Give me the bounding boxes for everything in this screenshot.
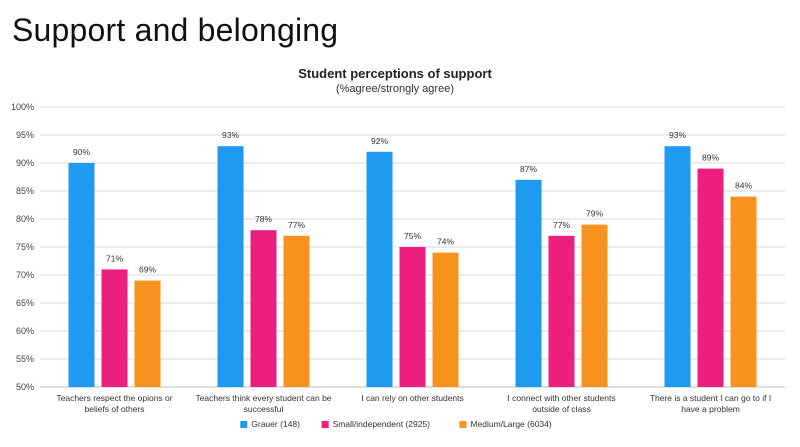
y-tick-label: 65%	[16, 298, 34, 308]
bar	[664, 146, 691, 387]
category-label: Teachers respect the opions or beliefs of…	[56, 393, 172, 414]
bar	[697, 168, 724, 387]
bar	[217, 146, 244, 387]
y-tick-label: 50%	[16, 382, 34, 392]
slide-title: Support and belonging	[12, 12, 339, 48]
legend-swatch	[459, 421, 467, 428]
bar	[101, 269, 128, 387]
y-axis-ticks: 50% 55% 60% 65% 70% 75% 80% 85% 90% 95% 100%	[11, 102, 34, 392]
bar	[581, 224, 608, 387]
bar	[366, 151, 393, 387]
category-label: I connect with other students outside of …	[507, 393, 615, 414]
bar	[730, 196, 757, 387]
bar	[399, 247, 426, 387]
y-tick-label: 55%	[16, 354, 34, 364]
data-label: 71%	[106, 253, 123, 263]
data-label: 79%	[586, 209, 603, 219]
data-label: 84%	[735, 181, 752, 191]
legend-swatch	[240, 421, 248, 428]
bars	[68, 146, 757, 387]
legend-label: Medium/Large (6034)	[470, 419, 551, 429]
y-tick-label: 60%	[16, 326, 34, 336]
bar	[515, 179, 542, 387]
data-label: 92%	[371, 136, 388, 146]
category-label: Teachers think every student can be succe…	[195, 393, 331, 414]
y-tick-label: 75%	[16, 242, 34, 252]
bar	[283, 235, 310, 387]
data-label: 89%	[702, 153, 719, 163]
chart-title: Student perceptions of support	[298, 66, 492, 81]
chart-subtitle: (%agree/strongly agree)	[336, 83, 454, 95]
data-label: 77%	[553, 220, 570, 230]
data-labels: 90% 71% 69% 93% 78% 77% 92% 75% 74% 87% 77% 79% 93% 8…	[73, 130, 752, 274]
data-label: 90%	[73, 147, 90, 157]
data-label: 77%	[288, 220, 305, 230]
y-tick-label: 90%	[16, 158, 34, 168]
category-label: I can rely on other students	[361, 393, 464, 403]
bar	[134, 280, 161, 387]
bar	[548, 235, 575, 387]
y-tick-label: 100%	[11, 102, 34, 112]
data-label: 87%	[520, 164, 537, 174]
y-tick-label: 80%	[16, 214, 34, 224]
y-tick-label: 85%	[16, 186, 34, 196]
category-labels: Teachers respect the opions or beliefs of…	[56, 393, 771, 414]
data-label: 69%	[139, 265, 156, 275]
data-label: 75%	[404, 231, 421, 241]
legend-label: Small/independent (2925)	[333, 419, 431, 429]
bar	[250, 230, 277, 387]
legend-label: Grauer (148)	[251, 419, 300, 429]
data-label: 93%	[669, 130, 686, 140]
bar	[432, 252, 459, 387]
data-label: 74%	[437, 237, 454, 247]
data-label: 78%	[255, 214, 272, 224]
legend-swatch	[321, 421, 329, 428]
y-tick-label: 95%	[16, 130, 34, 140]
legend: Grauer (148) Small/independent (2925) Medi…	[240, 419, 552, 429]
data-label: 93%	[222, 130, 239, 140]
bar	[68, 163, 95, 387]
y-tick-label: 70%	[16, 270, 34, 280]
